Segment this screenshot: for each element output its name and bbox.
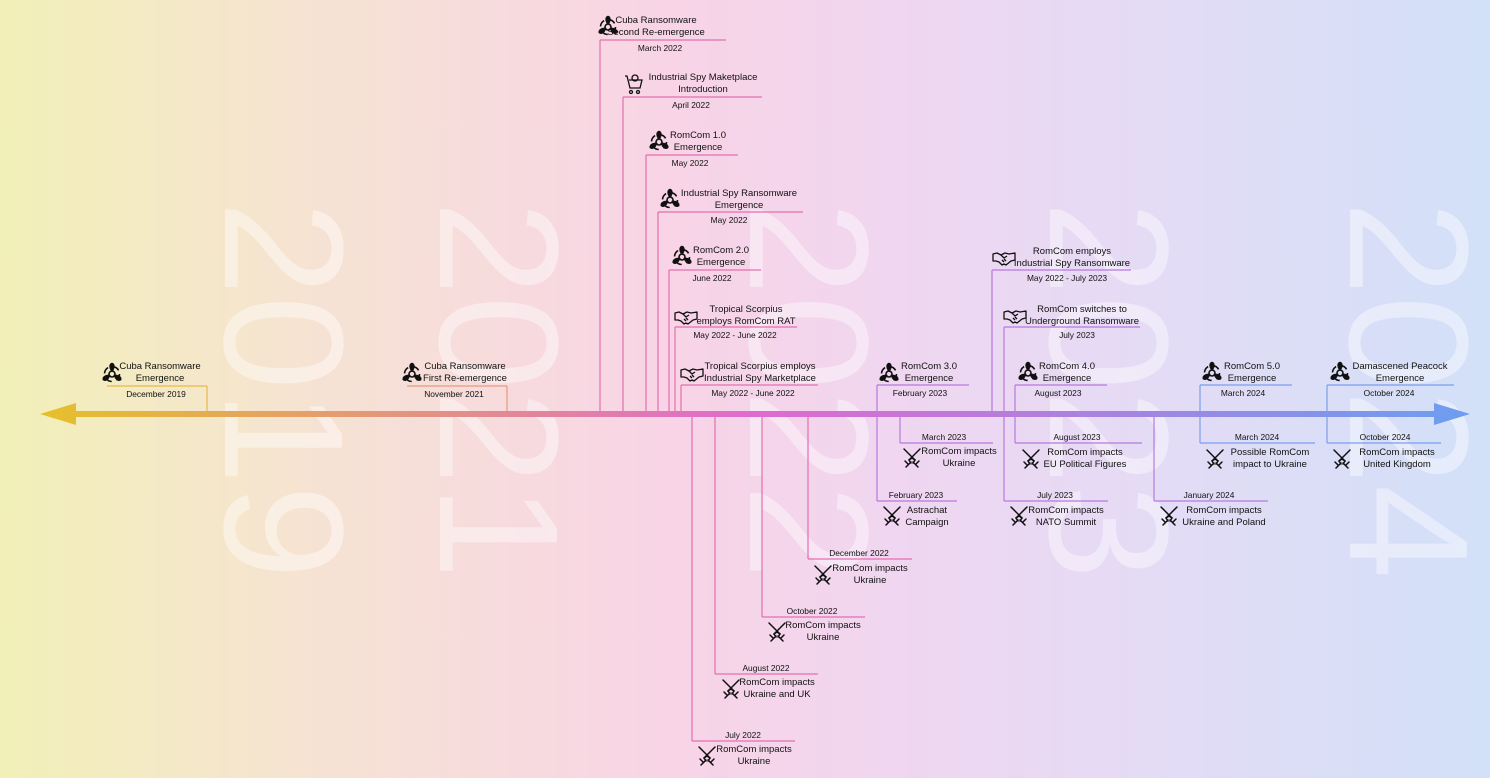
emergence-icon bbox=[596, 15, 620, 39]
marketplace-icon bbox=[621, 72, 645, 96]
impact-icon bbox=[719, 677, 743, 701]
event-title: RomCom employs Industrial Spy Ransomware bbox=[1013, 246, 1131, 269]
event-title: RomCom impacts Ukraine and Poland bbox=[1182, 505, 1266, 528]
event-title: Astrachat Campaign bbox=[905, 505, 949, 528]
event-date: May 2022 bbox=[671, 158, 709, 168]
emergence-icon bbox=[658, 188, 682, 212]
event-date: March 2024 bbox=[1234, 432, 1280, 442]
event-title: RomCom 3.0 Emergence bbox=[901, 361, 957, 384]
impact-icon bbox=[695, 744, 719, 768]
impact-icon bbox=[1203, 447, 1227, 471]
event-date: July 2023 bbox=[1037, 490, 1073, 500]
event-title: RomCom impacts United Kingdom bbox=[1359, 447, 1435, 470]
event-title: RomCom 5.0 Emergence bbox=[1224, 361, 1280, 384]
impact-icon bbox=[1330, 447, 1354, 471]
partnership-icon bbox=[680, 362, 704, 386]
partnership-icon bbox=[1003, 304, 1027, 328]
event-title: RomCom impacts EU Political Figures bbox=[1043, 447, 1127, 470]
event-date: January 2024 bbox=[1183, 490, 1235, 500]
timeline-arrow bbox=[40, 403, 1470, 425]
event-date: October 2022 bbox=[786, 606, 838, 616]
event-title: Industrial Spy Maketplace Introduction bbox=[648, 72, 758, 95]
year-watermark: 2021 bbox=[403, 201, 593, 579]
event-date: June 2022 bbox=[692, 273, 732, 283]
event-date: August 2023 bbox=[1053, 432, 1101, 442]
event-date: October 2024 bbox=[1359, 432, 1411, 442]
year-watermark: 2024 bbox=[1313, 201, 1490, 579]
year-watermark: 2019 bbox=[188, 201, 378, 579]
event-title: RomCom impacts Ukraine and UK bbox=[739, 677, 815, 700]
impact-icon bbox=[765, 620, 789, 644]
emergence-icon bbox=[647, 130, 671, 154]
event-date: February 2023 bbox=[888, 490, 944, 500]
event-title: Tropical Scorpius employs RomCom RAT bbox=[696, 304, 796, 327]
event-title: Tropical Scorpius employs Industrial Spy… bbox=[704, 361, 816, 384]
emergence-icon bbox=[1016, 361, 1040, 385]
event-title: RomCom 2.0 Emergence bbox=[693, 245, 749, 268]
event-title: RomCom impacts Ukraine bbox=[785, 620, 861, 643]
emergence-icon bbox=[400, 362, 424, 386]
event-title: RomCom 1.0 Emergence bbox=[670, 130, 726, 153]
emergence-icon bbox=[100, 362, 124, 386]
event-date: March 2022 bbox=[637, 43, 683, 53]
event-date: July 2023 bbox=[1059, 330, 1095, 340]
event-title: RomCom impacts NATO Summit bbox=[1028, 505, 1104, 528]
event-date: December 2022 bbox=[829, 548, 889, 558]
event-title: RomCom impacts Ukraine bbox=[832, 563, 908, 586]
event-date: July 2022 bbox=[725, 730, 761, 740]
emergence-icon bbox=[1200, 361, 1224, 385]
impact-icon bbox=[880, 504, 904, 528]
event-date: May 2022 - July 2023 bbox=[1026, 273, 1108, 283]
event-date: May 2022 - June 2022 bbox=[711, 388, 795, 398]
event-date: April 2022 bbox=[672, 100, 710, 110]
impact-icon bbox=[1157, 504, 1181, 528]
event-date: December 2019 bbox=[126, 389, 186, 399]
event-date: August 2023 bbox=[1034, 388, 1082, 398]
event-title: Damascened Peacock Emergence bbox=[1352, 361, 1448, 384]
event-title: RomCom impacts Ukraine bbox=[921, 446, 997, 469]
event-date: November 2021 bbox=[424, 389, 484, 399]
emergence-icon bbox=[1328, 361, 1352, 385]
year-watermark: 2023 bbox=[1013, 201, 1203, 579]
event-title: RomCom 4.0 Emergence bbox=[1039, 361, 1095, 384]
impact-icon bbox=[1007, 504, 1031, 528]
event-title: Industrial Spy Ransomware Emergence bbox=[680, 188, 798, 211]
event-date: October 2024 bbox=[1363, 388, 1415, 398]
event-title: Possible RomCom impact to Ukraine bbox=[1230, 447, 1310, 470]
event-title: RomCom impacts Ukraine bbox=[716, 744, 792, 767]
event-date: August 2022 bbox=[742, 663, 790, 673]
event-date: February 2023 bbox=[892, 388, 948, 398]
emergence-icon bbox=[877, 362, 901, 386]
impact-icon bbox=[1019, 447, 1043, 471]
event-title: Cuba Ransomware Emergence bbox=[119, 361, 201, 384]
event-title: Cuba Ransomware First Re-emergence bbox=[423, 361, 507, 384]
impact-icon bbox=[811, 563, 835, 587]
event-date: May 2022 - June 2022 bbox=[693, 330, 777, 340]
partnership-icon bbox=[674, 305, 698, 329]
impact-icon bbox=[900, 446, 924, 470]
event-date: March 2024 bbox=[1220, 388, 1266, 398]
emergence-icon bbox=[670, 245, 694, 269]
partnership-icon bbox=[992, 246, 1016, 270]
event-title: Cuba Ransomware Second Re-emergence bbox=[607, 15, 705, 38]
event-date: May 2022 bbox=[710, 215, 748, 225]
event-title: RomCom switches to Underground Ransomwar… bbox=[1024, 304, 1140, 327]
event-date: March 2023 bbox=[921, 432, 967, 442]
